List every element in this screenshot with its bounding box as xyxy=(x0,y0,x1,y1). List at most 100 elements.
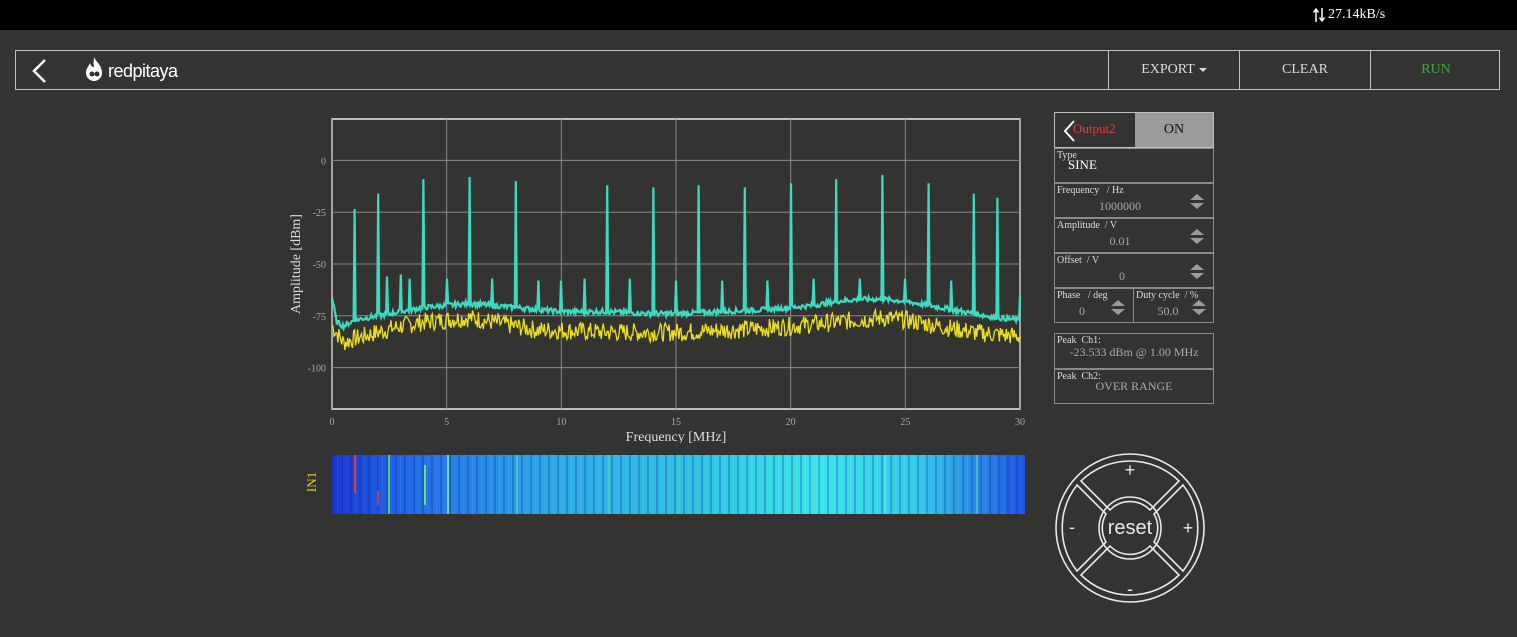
spinner-up-icon[interactable] xyxy=(1190,229,1204,235)
waterfall-peak-line xyxy=(354,455,356,493)
spinner-down-icon[interactable] xyxy=(1111,309,1125,315)
zoom-outer-ring xyxy=(1055,453,1205,603)
y-tick-label: 0 xyxy=(321,156,326,167)
phase-stepper[interactable] xyxy=(1111,300,1125,316)
amplitude-value: 0.01 xyxy=(1109,234,1131,248)
waterfall-peak-line xyxy=(516,455,518,514)
chevron-left-icon xyxy=(32,59,46,83)
x-tick-label: 25 xyxy=(900,417,910,428)
offset-label: Offset / V xyxy=(1057,255,1100,266)
peak-ch1-label: Peak Ch1: xyxy=(1057,335,1101,346)
zoom-reset-label: reset xyxy=(1108,517,1153,539)
waterfall-label: IN1 xyxy=(304,472,319,492)
spinner-up-icon[interactable] xyxy=(1111,300,1125,306)
zoom-right-button[interactable] xyxy=(1153,483,1199,573)
y-tick-label: -100 xyxy=(308,364,326,375)
spinner-up-icon[interactable] xyxy=(1192,300,1206,306)
amplitude-stepper[interactable] xyxy=(1190,229,1204,245)
series-line-ch2 xyxy=(331,307,1021,351)
waterfall-peak-line xyxy=(884,455,886,514)
clear-label: CLEAR xyxy=(1282,62,1328,77)
export-button[interactable]: EXPORT xyxy=(1108,51,1239,89)
type-field[interactable]: Type SINE xyxy=(1054,148,1214,183)
peak-ch2-box: Peak Ch2: OVER RANGE xyxy=(1054,369,1214,404)
waterfall-peak-line xyxy=(976,455,978,514)
run-label: RUN xyxy=(1421,62,1451,77)
waterfall-channel-label: IN1 xyxy=(304,472,319,492)
duty-cycle-stepper[interactable] xyxy=(1192,300,1206,316)
zoom-right-label: + xyxy=(1183,518,1194,538)
phase-value: 0 xyxy=(1079,304,1085,318)
frequency-label: Frequency / Hz xyxy=(1057,185,1124,196)
frequency-value: 1000000 xyxy=(1099,199,1141,213)
x-tick-label: 20 xyxy=(786,417,796,428)
spinner-down-icon[interactable] xyxy=(1192,309,1206,315)
x-tick-label: 15 xyxy=(671,417,681,428)
y-axis-label: Amplitude [dBm] xyxy=(289,214,304,314)
x-tick-label: 0 xyxy=(330,417,335,428)
spinner-down-icon[interactable] xyxy=(1190,273,1204,279)
zoom-left-button[interactable] xyxy=(1061,483,1107,573)
duty-cycle-value: 50.0 xyxy=(1157,304,1179,318)
peak-ch2-value: OVER RANGE xyxy=(1095,379,1173,393)
frequency-field[interactable]: Frequency / Hz 1000000 xyxy=(1054,183,1214,218)
peak-ch1-value: -23.533 dBm @ 1.00 MHz xyxy=(1069,345,1199,359)
waterfall-peak-line xyxy=(792,455,794,514)
zoom-top-label: + xyxy=(1125,460,1136,480)
clear-button[interactable]: CLEAR xyxy=(1239,51,1370,89)
frequency-stepper[interactable] xyxy=(1190,194,1204,210)
waterfall-peak-line xyxy=(608,455,610,514)
x-tick-label: 10 xyxy=(556,417,566,428)
zoom-bottom-label: - xyxy=(1127,579,1133,599)
spinner-down-icon[interactable] xyxy=(1190,238,1204,244)
export-label: EXPORT xyxy=(1141,62,1195,77)
zoom-top-button[interactable] xyxy=(1079,460,1181,512)
phase-field[interactable]: Phase / deg 0 xyxy=(1054,288,1134,323)
spinner-down-icon[interactable] xyxy=(1190,203,1204,209)
duty-cycle-field[interactable]: Duty cycle / % 50.0 xyxy=(1133,288,1214,323)
zoom-reset-button[interactable] xyxy=(1098,496,1162,560)
waterfall-peak-line xyxy=(388,455,390,514)
amplitude-field[interactable]: Amplitude / V 0.01 xyxy=(1054,218,1214,253)
x-tick-label: 30 xyxy=(1015,417,1025,428)
peak-ch2-label: Peak Ch2: xyxy=(1057,371,1101,382)
flame-logo-icon xyxy=(86,57,102,81)
back-button[interactable] xyxy=(28,57,54,85)
offset-stepper[interactable] xyxy=(1190,264,1204,280)
output-header: Output2 ON xyxy=(1054,112,1214,148)
chevron-left-icon xyxy=(1063,120,1075,142)
logo-text: redpitaya xyxy=(108,60,178,81)
top-nav: redpitaya EXPORT CLEAR RUN xyxy=(15,50,1500,90)
status-bar: 27.14kB/s xyxy=(0,0,1517,30)
x-axis-label: Frequency [MHz] xyxy=(626,430,727,443)
y-tick-label: -25 xyxy=(313,208,326,219)
output-back-button[interactable]: Output2 xyxy=(1055,113,1135,147)
zoom-bottom-button[interactable] xyxy=(1079,544,1181,596)
type-value: SINE xyxy=(1068,157,1097,172)
waterfall-peak-line xyxy=(447,455,449,514)
output-on-toggle[interactable]: ON xyxy=(1135,113,1213,147)
x-tick-label: 5 xyxy=(444,417,449,428)
run-button[interactable]: RUN xyxy=(1370,51,1501,89)
waterfall-display[interactable] xyxy=(332,455,1025,514)
offset-field[interactable]: Offset / V 0 xyxy=(1054,253,1214,288)
amplitude-label: Amplitude / V xyxy=(1057,220,1118,231)
spinner-up-icon[interactable] xyxy=(1190,194,1204,200)
redpitaya-logo: redpitaya xyxy=(82,56,178,86)
y-tick-label: -50 xyxy=(313,260,326,271)
spinner-up-icon[interactable] xyxy=(1190,264,1204,270)
zoom-left-label: - xyxy=(1069,517,1075,537)
caret-down-icon xyxy=(1198,68,1207,72)
y-tick-label: -75 xyxy=(313,312,326,323)
duty-cycle-label: Duty cycle / % xyxy=(1136,290,1199,301)
output-title: Output2 xyxy=(1073,121,1116,136)
network-speed-text: 27.14kB/s xyxy=(1328,7,1386,22)
output-toggle-label: ON xyxy=(1163,122,1185,137)
waterfall-peak-line xyxy=(677,455,679,514)
zoom-control[interactable]: + + - - reset xyxy=(1054,452,1206,604)
up-down-arrows-icon xyxy=(1313,7,1325,23)
waterfall-peak-line xyxy=(424,465,426,505)
spectrum-chart[interactable]: 0 5 10 15 20 25 30 0 -25 -50 -75 -100 Frequency [MHz… xyxy=(280,108,1030,443)
network-speed: 27.14kB/s xyxy=(1313,7,1385,23)
waterfall-peak-line xyxy=(377,491,379,505)
